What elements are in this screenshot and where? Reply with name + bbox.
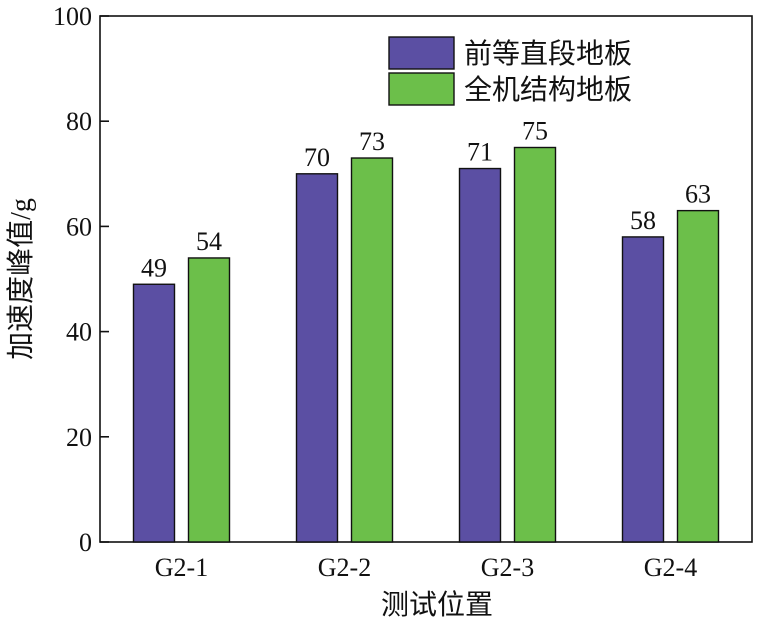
bar-value-label: 49	[141, 253, 167, 282]
bar	[513, 146, 557, 543]
bar	[132, 283, 176, 543]
x-tick-label: G2-4	[644, 553, 697, 582]
legend-label: 前等直段地板	[464, 38, 632, 70]
data-labels: 49 54 70 73 71 75 58 63	[141, 117, 711, 283]
bar	[458, 167, 502, 543]
plot-frame	[99, 15, 753, 543]
y-axis-title: 加速度峰值/g	[5, 198, 37, 360]
legend-swatch	[388, 36, 455, 70]
bar	[350, 157, 394, 543]
legend-swatch	[388, 72, 455, 106]
y-tick-label: 80	[66, 107, 92, 136]
bar	[187, 257, 231, 543]
x-tick-label: G2-2	[318, 553, 371, 582]
bar-value-label: 63	[685, 180, 711, 209]
x-axis-title: 测试位置	[381, 589, 493, 621]
y-tick-label: 100	[53, 2, 92, 31]
plot-border	[99, 15, 753, 543]
x-tick-label: G2-1	[155, 553, 208, 582]
bar-value-label: 54	[196, 227, 222, 256]
y-axis: 0 20 40 60 80 100	[53, 2, 109, 557]
bar	[621, 236, 665, 543]
bar	[676, 209, 720, 543]
x-axis: G2-1 G2-2 G2-3 G2-4	[155, 553, 697, 582]
y-tick-label: 40	[66, 318, 92, 347]
bars	[132, 146, 720, 543]
bar	[295, 173, 339, 543]
bar-value-label: 75	[522, 117, 548, 146]
x-tick-label: G2-3	[481, 553, 534, 582]
y-tick-label: 0	[79, 528, 92, 557]
bar-value-label: 71	[467, 138, 493, 167]
bar-value-label: 58	[630, 206, 656, 235]
legend-label: 全机结构地板	[464, 74, 632, 106]
y-tick-label: 60	[66, 212, 92, 241]
bar-value-label: 73	[359, 127, 385, 156]
bar-value-label: 70	[304, 143, 330, 172]
y-tick-label: 20	[66, 423, 92, 452]
